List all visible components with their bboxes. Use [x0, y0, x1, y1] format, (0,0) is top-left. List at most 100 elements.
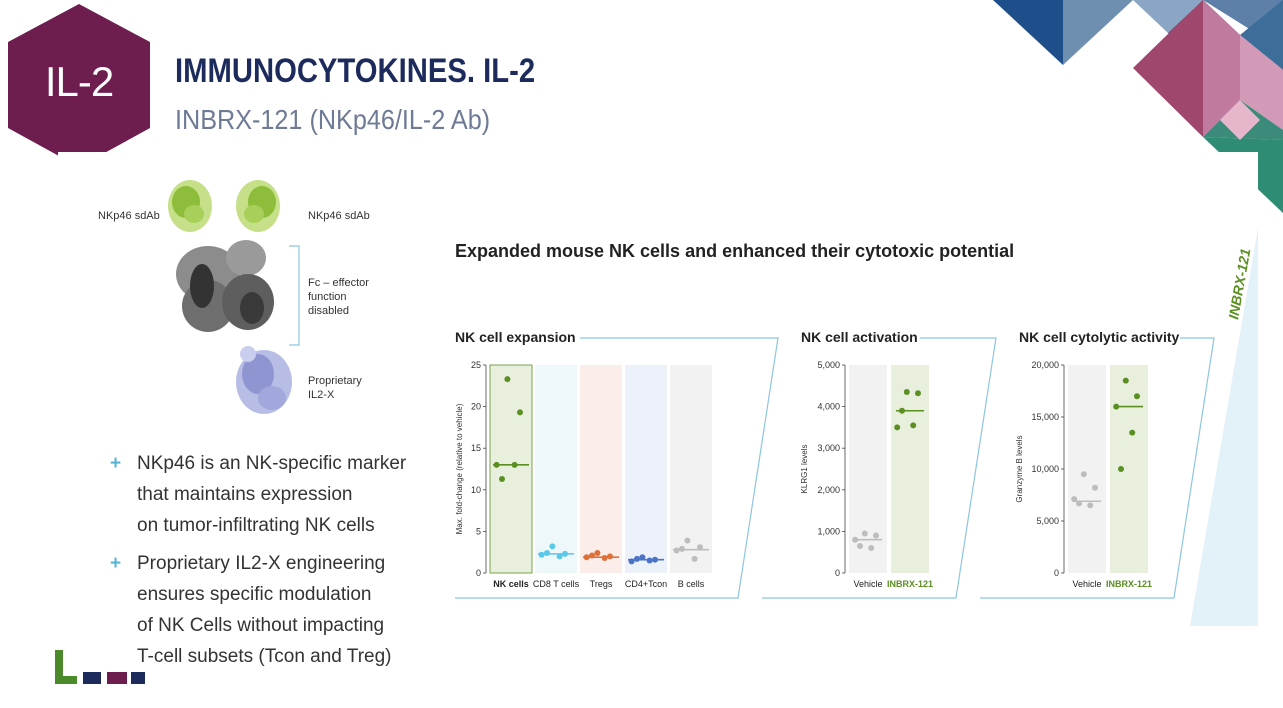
- nk-cytolytic-chart: Granzyme B levels 0 5,000 10,000 15,000 20,00…: [1015, 360, 1152, 589]
- category-band: [535, 365, 577, 573]
- x-tick-label: B cells: [678, 579, 705, 589]
- hexagon-badge: [8, 4, 150, 167]
- bullet-item: + NKp46 is an NK-specific marker that ma…: [110, 448, 430, 541]
- figure-headline: Expanded mouse NK cells and enhanced the…: [455, 241, 1015, 261]
- y-tick-label: 5,000: [817, 360, 840, 370]
- data-point: [1092, 484, 1098, 491]
- category-band: [625, 365, 667, 573]
- y-tick-label: 2,000: [817, 485, 840, 495]
- data-point: [873, 532, 879, 539]
- hexagon-label: IL-2: [44, 58, 114, 105]
- y-tick-label: 0: [1054, 568, 1059, 578]
- data-point: [1129, 429, 1136, 436]
- y-tick-label: 20,000: [1031, 360, 1059, 370]
- data-point: [915, 390, 921, 397]
- data-point: [697, 544, 703, 551]
- nkp46-sdab-right-label: NKp46 sdAb: [308, 210, 370, 222]
- x-tick-label: INBRX-121: [887, 579, 933, 589]
- category-band: [670, 365, 712, 573]
- institution-logo: [55, 650, 145, 684]
- data-point: [607, 553, 613, 560]
- y-tick-label: 1,000: [817, 526, 840, 536]
- x-tick-label: INBRX-121: [1106, 579, 1152, 589]
- data-point: [549, 543, 556, 550]
- y-axis-label: Max. fold-change (relative to vehicle): [455, 403, 464, 534]
- y-tick-label: 5: [476, 526, 481, 536]
- y-tick-label: 3,000: [817, 443, 840, 453]
- fc-label: Fc – effector function disabled: [308, 277, 369, 317]
- il2x-icon: [236, 346, 292, 414]
- data-point: [868, 545, 875, 552]
- page-subtitle: INBRX-121 (NKp46/IL-2 Ab): [175, 104, 491, 135]
- y-axis-label: Granzyme B levels: [1015, 435, 1024, 502]
- nkp46-sdab-left-label: NKp46 sdAb: [98, 210, 160, 222]
- chart-title-nk-expansion: NK cell expansion: [455, 329, 576, 345]
- y-tick-label: 0: [476, 568, 481, 578]
- data-point: [504, 376, 511, 383]
- data-point: [639, 554, 646, 561]
- y-tick-label: 15: [471, 443, 481, 453]
- bullet-list: + NKp46 is an NK-specific marker that ma…: [110, 448, 430, 679]
- y-tick-label: 25: [471, 360, 481, 370]
- side-wedge: [1190, 228, 1258, 626]
- data-point: [691, 555, 698, 562]
- data-point: [544, 550, 550, 557]
- data-point: [861, 530, 868, 537]
- chart-title-nk-cytolytic: NK cell cytolytic activity: [1019, 329, 1180, 345]
- data-point: [1080, 471, 1087, 478]
- y-tick-label: 20: [471, 402, 481, 412]
- x-tick-label: Vehicle: [853, 579, 882, 589]
- side-label-text: INBRX-121: [1225, 247, 1253, 320]
- plus-icon: +: [110, 553, 122, 574]
- fc-bracket: [289, 245, 300, 346]
- data-point: [646, 557, 653, 564]
- side-label: INBRX-121: [1225, 247, 1253, 320]
- category-band: [580, 365, 622, 573]
- category-band: [1068, 365, 1106, 573]
- data-point: [634, 555, 640, 562]
- y-axis-label: KLRG1 levels: [800, 445, 809, 494]
- nk-expansion-chart: Max. fold-change (relative to vehicle) 0 5…: [455, 360, 712, 589]
- y-tick-label: 5,000: [1036, 516, 1059, 526]
- chart-title-nk-activation: NK cell activation: [801, 329, 918, 345]
- x-tick-label: NK cells: [493, 579, 529, 589]
- page-title: IMMUNOCYTOKINES. IL-2: [175, 52, 536, 90]
- category-band: [489, 364, 533, 574]
- y-tick-label: 4,000: [817, 402, 840, 412]
- data-point: [857, 542, 863, 549]
- data-point: [684, 537, 691, 544]
- y-tick-label: 10,000: [1031, 464, 1059, 474]
- y-tick-label: 0: [835, 568, 840, 578]
- data-point: [594, 550, 601, 557]
- data-point: [1087, 502, 1094, 509]
- x-tick-label: CD8 T cells: [533, 579, 580, 589]
- fc-domain-icon: [176, 240, 274, 332]
- data-point: [517, 409, 523, 416]
- plus-icon: +: [110, 453, 122, 474]
- data-point: [1122, 377, 1129, 384]
- data-point: [556, 553, 563, 560]
- data-point: [673, 547, 680, 554]
- data-point: [910, 422, 917, 429]
- category-band: [891, 365, 929, 573]
- chart-frames: [455, 337, 1215, 599]
- data-point: [499, 475, 505, 482]
- data-point: [894, 424, 901, 431]
- data-point: [1134, 393, 1140, 400]
- antibody-structure-illustration: [168, 180, 292, 414]
- data-point: [1118, 466, 1124, 472]
- data-point: [679, 545, 685, 552]
- x-tick-label: Vehicle: [1072, 579, 1101, 589]
- x-tick-label: CD4+Tcon: [625, 579, 667, 589]
- data-point: [601, 555, 608, 562]
- nkp46-sdab-right-icon: [236, 180, 280, 232]
- nk-activation-chart: KLRG1 levels 0 1,000 2,000 3,000 4,000 5,000 Ve…: [800, 360, 933, 589]
- il2x-label: Proprietary IL2-X: [308, 375, 362, 401]
- nkp46-sdab-left-icon: [168, 180, 212, 232]
- y-tick-label: 15,000: [1031, 412, 1059, 422]
- data-point: [538, 551, 545, 558]
- data-point: [903, 389, 910, 396]
- y-tick-label: 10: [471, 485, 481, 495]
- bullet-item: + Proprietary IL2-X engineering ensures …: [110, 548, 430, 672]
- category-band: [1110, 365, 1148, 573]
